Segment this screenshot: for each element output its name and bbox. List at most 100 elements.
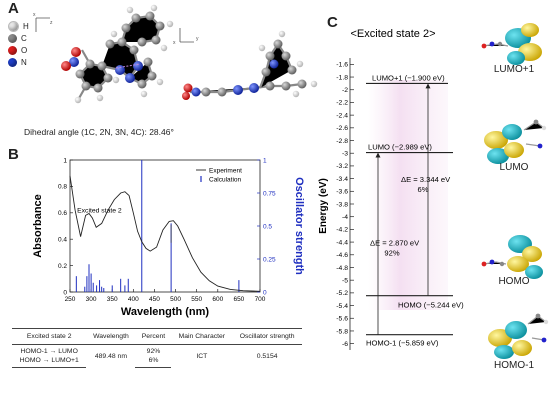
homo-1-orbital-icon [488,313,549,359]
legend-item-c: C [8,32,29,44]
orbital-label-lumo-plus-1: LUMO+1 [493,64,535,75]
x-tick-label: 300 [86,296,97,303]
energy-level-label: HOMO-1 (−5.859 eV) [366,339,439,348]
molecule-structures-image: x z x y [33,4,318,104]
header-oscillator-strength: Oscillator strength [232,328,302,345]
legend-experiment-label: Experiment [209,168,242,175]
energy-tick-label: -2 [342,87,348,94]
y2-tick-label: 1 [263,157,267,164]
energy-tick-label: -4 [342,214,348,221]
excited-state-table: Excited state 2 Wavelength Percent Main … [12,328,302,368]
energy-axis-ticks: -1.6 -1.8 -2 -2.2 -2.4 -2.6 -2.8 -3 -3.2 -3.4 -3.6… [336,62,354,348]
table-header-row: Excited state 2 Wavelength Percent Main … [12,328,302,345]
lumo-plus-1-orbital-icon [481,23,542,65]
orbital-label-homo: HOMO [498,276,530,287]
homo-orbital-icon [481,235,543,279]
energy-level-diagram: <Excited state 2> -1.6 -1.8 -2 -2.2 -2.4 -2.6… [318,28,464,350]
x-tick-label: 400 [128,296,139,303]
axis-triad-icon [35,17,194,43]
experiment-series-line [69,175,261,292]
transition-cell: HOMO → LUMO+1 [12,356,87,368]
panel-a-letter: A [8,0,19,17]
energy-levels: LUMO+1 (−1.900 eV) LUMO (−2.989 eV) HOMO (… [366,73,464,348]
hydrogen-ball-icon [8,20,19,32]
y-axis-label: Absorbance [32,194,44,258]
legend-calculation-label: Calculation [209,177,242,184]
legend-item-h: H [8,20,29,32]
header-main-character: Main Character [171,328,233,345]
transition-percent-label: 6% [418,185,429,194]
energy-tick-label: -4.8 [336,265,348,272]
energy-tick-label: -3.4 [336,176,348,183]
energy-tick-label: -5.8 [336,328,348,335]
chart-legend: Experiment Calculation [196,168,242,184]
arrow-head-icon [425,83,431,89]
header-excited-state: Excited state 2 [12,328,87,345]
svg-text:x: x [173,40,176,46]
x-tick-label: 350 [107,296,118,303]
y-tick-label: 0.4 [58,237,67,244]
transition-cell: HOMO-1 → LUMO [20,348,78,355]
energy-axis-label: Energy (eV) [318,178,329,234]
y2-tick-label: 0.75 [263,190,276,197]
x-tick-label: 500 [170,296,181,303]
table-row: HOMO-1 → LUMO 489.48 nm 92% ICT 0.5154 [12,345,302,360]
energy-tick-label: -2.4 [336,112,348,119]
percent-cell: 92% [146,348,161,355]
table-row: HOMO → LUMO+1 6% [12,356,302,368]
energy-tick-label: -1.8 [336,74,348,81]
y-tick-label: 0.6 [58,210,67,217]
y2-axis-label: Oscillator strength [293,177,305,275]
x-tick-label: 600 [212,296,223,303]
energy-level-label: LUMO+1 (−1.900 eV) [372,73,445,82]
header-wavelength: Wavelength [86,328,136,345]
lumo-orbital-icon [484,119,547,164]
energy-tick-label: -4.2 [336,227,348,234]
atom-legend: H C O N [8,20,29,68]
main-character-cell: ICT [196,352,208,360]
energy-tick-label: -4.4 [336,239,348,246]
arrow-head-icon [375,152,381,158]
header-percent: Percent [135,328,172,345]
energy-tick-label: -5.2 [336,290,348,297]
percent-cell: 6% [135,356,172,368]
svg-text:y: y [196,36,199,42]
orbital-label-homo-1: HOMO-1 [494,360,534,371]
x-tick-label: 550 [191,296,202,303]
orbital-label-lumo: LUMO [499,162,529,173]
y-tick-label: 0.8 [58,184,67,191]
energy-tick-label: -2.8 [336,138,348,145]
x-tick-label: 450 [149,296,160,303]
energy-tick-label: -5.4 [336,303,348,310]
dihedral-angle-text: Dihedral angle (1C, 2N, 3N, 4C): 28.46° [24,127,174,137]
energy-tick-label: -5.6 [336,316,348,323]
x-axis-label: Wavelength (nm) [121,306,210,318]
y-axis-ticks: 0 0.2 0.4 0.6 0.8 1 [58,157,73,296]
energy-tick-label: -3.8 [336,201,348,208]
nitrogen-ball-icon [8,57,17,67]
y2-tick-label: 0.25 [263,256,276,263]
energy-level-label: HOMO (−5.244 eV) [398,301,464,310]
energy-tick-label: -2.6 [336,125,348,132]
oxygen-ball-icon [8,45,17,55]
transition-percent-label: 92% [384,248,399,257]
y2-tick-label: 0.5 [263,223,272,230]
energy-tick-label: -6 [342,341,348,348]
x-tick-label: 700 [255,296,266,303]
delta-e-label: ΔE = 2.870 eV [370,238,420,247]
legend-item-o: O [8,44,29,56]
delta-e-label: ΔE = 3.344 eV [401,175,451,184]
y2-tick-label: 0 [263,289,267,296]
y-tick-label: 1 [63,157,67,164]
energy-tick-label: -2.2 [336,100,348,107]
x-tick-label: 650 [233,296,244,303]
svg-text:z: z [50,20,53,26]
panel-b-letter: B [8,146,19,163]
x-tick-label: 250 [65,296,76,303]
y-tick-label: 0.2 [58,263,67,270]
wavelength-cell: 489.48 nm [94,352,127,360]
energy-tick-label: -1.6 [336,62,348,69]
energy-tick-label: -3.2 [336,163,348,170]
energy-tick-label: -4.6 [336,252,348,259]
